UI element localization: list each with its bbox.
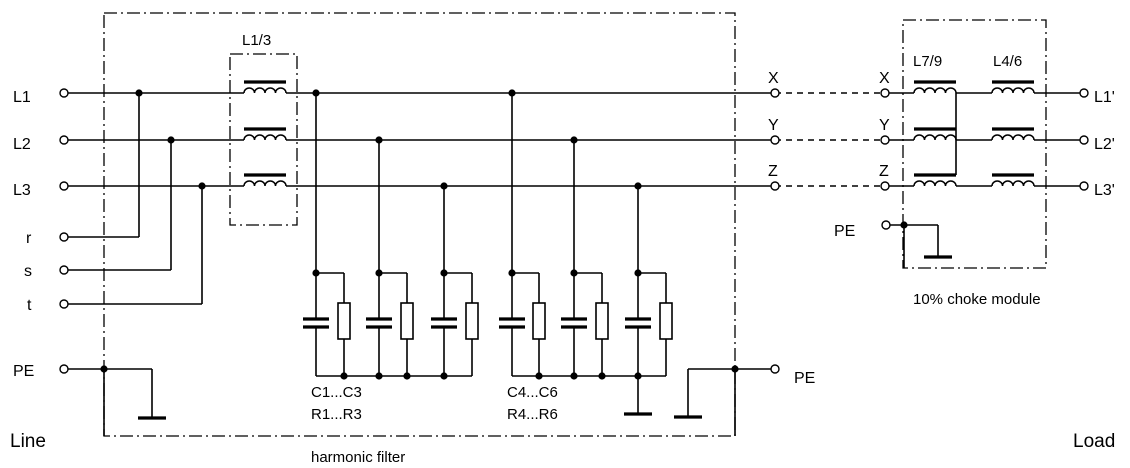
resistor-r6-icon <box>659 273 673 376</box>
terminal-l2-load <box>1079 135 1089 145</box>
label-x-out: X <box>768 70 779 87</box>
label-choke-l4-6: L4/6 <box>993 53 1022 70</box>
resistor-r5-icon <box>595 273 609 376</box>
output-pe-ground <box>674 368 771 436</box>
terminal-pe-choke <box>881 220 891 230</box>
capacitor-c6-icon <box>625 273 651 376</box>
terminal-pe-out <box>770 364 780 374</box>
resistor-r3-icon <box>465 273 479 376</box>
input-pe-ground <box>68 368 166 436</box>
label-r: r <box>26 230 32 247</box>
capacitor-c5-icon <box>561 273 587 376</box>
capacitor-c4-icon <box>499 273 525 376</box>
label-line: Line <box>10 431 46 452</box>
capacitor-c2-icon <box>366 273 392 376</box>
terminal-pe-in <box>59 364 69 374</box>
choke-inductors-l7-9 <box>913 80 957 187</box>
label-l2-load: L2' <box>1094 136 1115 153</box>
terminal-t <box>59 299 69 309</box>
terminal-r <box>59 232 69 242</box>
terminal-s <box>59 265 69 275</box>
resistor-r2-icon <box>400 273 414 376</box>
label-harmonic-filter: harmonic filter <box>311 449 405 466</box>
capacitor-c3-icon <box>431 273 457 376</box>
label-r4-r6: R4...R6 <box>507 406 558 423</box>
terminal-x-out <box>770 88 780 98</box>
label-l1-load: L1' <box>1094 89 1115 106</box>
choke-interconnect <box>775 92 881 187</box>
inductor-l7-icon <box>913 80 957 94</box>
inductor-l4-icon <box>991 80 1035 94</box>
filter-bank-1 <box>303 93 479 377</box>
inductor-l3-icon <box>243 173 287 187</box>
terminal-l1-load <box>1079 88 1089 98</box>
inductor-l9-icon <box>913 173 957 187</box>
choke-module-wiring <box>885 92 1080 268</box>
label-x-in: X <box>879 70 890 87</box>
label-pe-out: PE <box>794 370 815 387</box>
resistor-r4-icon <box>532 273 546 376</box>
inductor-l8-icon <box>913 127 957 141</box>
terminals <box>59 88 1089 374</box>
terminal-y-in <box>880 135 890 145</box>
label-y-out: Y <box>768 117 779 134</box>
phase-bus-lines <box>68 92 771 187</box>
junction-dots <box>100 89 908 380</box>
inductor-l2-icon <box>243 127 287 141</box>
choke-module-enclosure <box>902 19 1047 269</box>
label-pe-in: PE <box>13 363 34 380</box>
label-l1: L1 <box>13 89 31 106</box>
control-wiring <box>68 93 203 305</box>
terminal-z-out <box>770 181 780 191</box>
terminal-l1 <box>59 88 69 98</box>
label-choke-l7-9: L7/9 <box>913 53 942 70</box>
input-choke-inductors <box>243 80 287 187</box>
choke-inductors-l4-6 <box>991 80 1035 187</box>
label-y-in: Y <box>879 117 890 134</box>
label-choke-module: 10% choke module <box>913 291 1041 308</box>
inductor-l1-icon <box>243 80 287 94</box>
inductor-l6-icon <box>991 173 1035 187</box>
label-c1-c3: C1...C3 <box>311 384 362 401</box>
terminal-l2 <box>59 135 69 145</box>
input-choke-enclosure <box>229 53 298 226</box>
label-input-choke: L1/3 <box>242 32 271 49</box>
terminal-l3-load <box>1079 181 1089 191</box>
terminal-z-in <box>880 181 890 191</box>
label-load: Load <box>1073 431 1115 452</box>
inductor-l5-icon <box>991 127 1035 141</box>
label-z-in: Z <box>879 163 889 180</box>
terminal-l3 <box>59 181 69 191</box>
filter-bank-2 <box>499 93 673 416</box>
label-l2: L2 <box>13 136 31 153</box>
label-pe-choke: PE <box>834 223 855 240</box>
label-l3-load: L3' <box>1094 182 1115 199</box>
label-t: t <box>27 297 32 314</box>
resistor-r1-icon <box>337 273 351 376</box>
label-s: s <box>24 263 32 280</box>
label-z-out: Z <box>768 163 778 180</box>
terminal-y-out <box>770 135 780 145</box>
terminal-x-in <box>880 88 890 98</box>
label-c4-c6: C4...C6 <box>507 384 558 401</box>
label-r1-r3: R1...R3 <box>311 406 362 423</box>
harmonic-filter-enclosure <box>103 12 736 437</box>
label-l3: L3 <box>13 182 31 199</box>
capacitor-c1-icon <box>303 273 329 376</box>
